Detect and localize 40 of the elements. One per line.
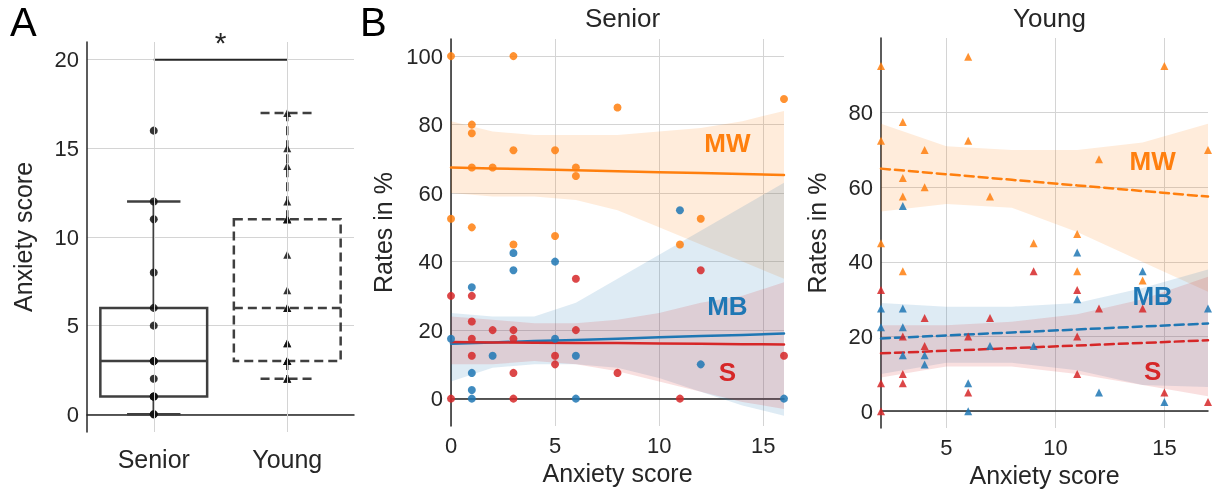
- y-tick-label: 20: [54, 47, 79, 73]
- chart-title: Senior: [584, 3, 661, 33]
- y-tick-label: 5: [66, 313, 79, 339]
- x-tick-label: 5: [940, 434, 953, 460]
- x-tick-label: 15: [750, 432, 776, 458]
- chart-title: Young: [1013, 3, 1086, 33]
- x-tick-label: Senior: [117, 444, 190, 473]
- series-label: S: [718, 356, 737, 387]
- x-axis-title: Anxiety score: [969, 461, 1120, 490]
- x-tick-label: 15: [1152, 434, 1177, 460]
- x-axis-title: Anxiety score: [542, 459, 693, 488]
- x-tick-label: 5: [548, 432, 562, 458]
- y-tick-label: 60: [418, 180, 443, 206]
- y-tick-label: 0: [430, 386, 443, 412]
- y-axis-title: Rates in %: [368, 172, 397, 293]
- y-tick-label: 40: [418, 249, 443, 275]
- y-tick-label: 80: [848, 100, 873, 126]
- y-tick-label: 0: [66, 401, 79, 427]
- series-label: MB: [1132, 281, 1173, 312]
- x-tick-label: 10: [646, 432, 672, 458]
- y-tick-label: 40: [848, 249, 873, 275]
- y-tick-label: 60: [848, 174, 873, 200]
- series-label: S: [1143, 355, 1162, 386]
- y-tick-label: 100: [406, 43, 443, 69]
- text: A: [10, 0, 37, 44]
- annotation: *: [214, 26, 227, 60]
- series-label: MB: [707, 290, 748, 321]
- x-tick-label: 10: [1043, 434, 1068, 460]
- text: B: [360, 0, 387, 44]
- x-tick-label: Young: [252, 444, 323, 473]
- y-tick-label: 20: [418, 317, 443, 343]
- y-tick-label: 0: [860, 398, 873, 424]
- y-tick-label: 15: [54, 135, 79, 161]
- series-label: MW: [704, 128, 751, 159]
- y-tick-label: 80: [418, 112, 443, 138]
- series-label: MW: [1129, 146, 1177, 177]
- y-axis-title: Rates in %: [802, 172, 831, 294]
- y-axis-title: Anxiety score: [8, 161, 37, 313]
- y-tick-label: 10: [54, 224, 79, 250]
- y-tick-label: 20: [848, 324, 873, 350]
